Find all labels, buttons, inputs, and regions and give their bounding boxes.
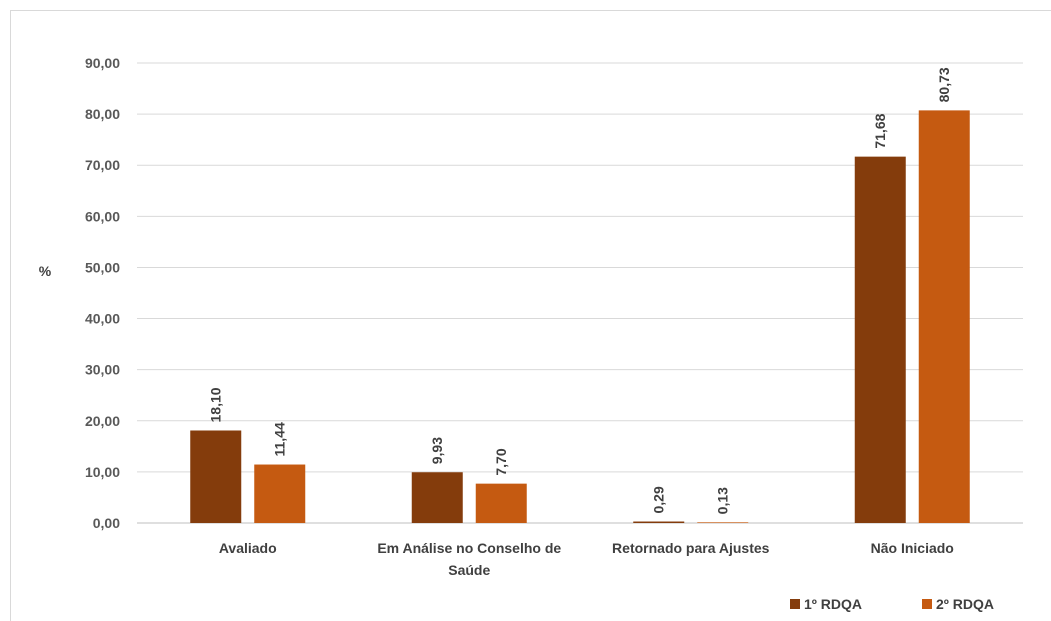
bar-1 <box>854 156 906 523</box>
data-label: 0,13 <box>715 487 731 514</box>
y-tick-label: 10,00 <box>85 464 120 480</box>
y-tick-label: 80,00 <box>85 106 120 122</box>
bar-2 <box>254 464 306 523</box>
data-label: 7,70 <box>493 448 509 475</box>
y-tick-label: 70,00 <box>85 157 120 173</box>
legend-label: 2º RDQA <box>936 596 994 612</box>
y-axis-title: % <box>39 263 52 279</box>
bars <box>190 110 970 523</box>
data-label: 11,44 <box>272 422 288 456</box>
bar-1 <box>411 472 463 523</box>
bar-1 <box>633 521 685 523</box>
y-tick-label: 0,00 <box>93 515 120 531</box>
y-tick-label: 90,00 <box>85 55 120 71</box>
bar-2 <box>918 110 970 523</box>
y-tick-label: 40,00 <box>85 311 120 327</box>
data-label: 18,10 <box>208 387 224 422</box>
x-category-label: Avaliado <box>219 540 277 556</box>
data-label: 71,68 <box>872 113 888 148</box>
x-category-label: Em Análise no Conselho de Saúde <box>377 540 561 578</box>
bar-2 <box>475 483 527 523</box>
y-tick-label: 30,00 <box>85 362 120 378</box>
legend-label: 1º RDQA <box>804 596 862 612</box>
data-label: 9,93 <box>429 437 445 464</box>
legend-swatch <box>922 599 932 609</box>
data-label: 80,73 <box>936 67 952 102</box>
y-axis-ticks: 0,00 10,00 20,00 30,00 40,00 50,00 60,00 70,00 8… <box>85 55 120 531</box>
data-label: 0,29 <box>651 486 667 513</box>
x-category-label: Retornado para Ajustes <box>612 540 770 556</box>
y-tick-label: 50,00 <box>85 259 120 275</box>
chart-frame <box>10 10 1051 621</box>
legend: 1º RDQA 2º RDQA <box>790 596 994 612</box>
x-category-label: Não Iniciado <box>871 540 954 556</box>
bar-1 <box>190 430 242 523</box>
x-axis-categories: Avaliado Em Análise no Conselho de Saúde Re… <box>219 540 954 578</box>
legend-swatch <box>790 599 800 609</box>
y-tick-label: 60,00 <box>85 208 120 224</box>
data-labels: 18,10 11,44 9,93 7,70 0,29 0,13 71,68 80,73 <box>208 67 953 514</box>
y-tick-label: 20,00 <box>85 413 120 429</box>
bar-2 <box>697 522 749 523</box>
